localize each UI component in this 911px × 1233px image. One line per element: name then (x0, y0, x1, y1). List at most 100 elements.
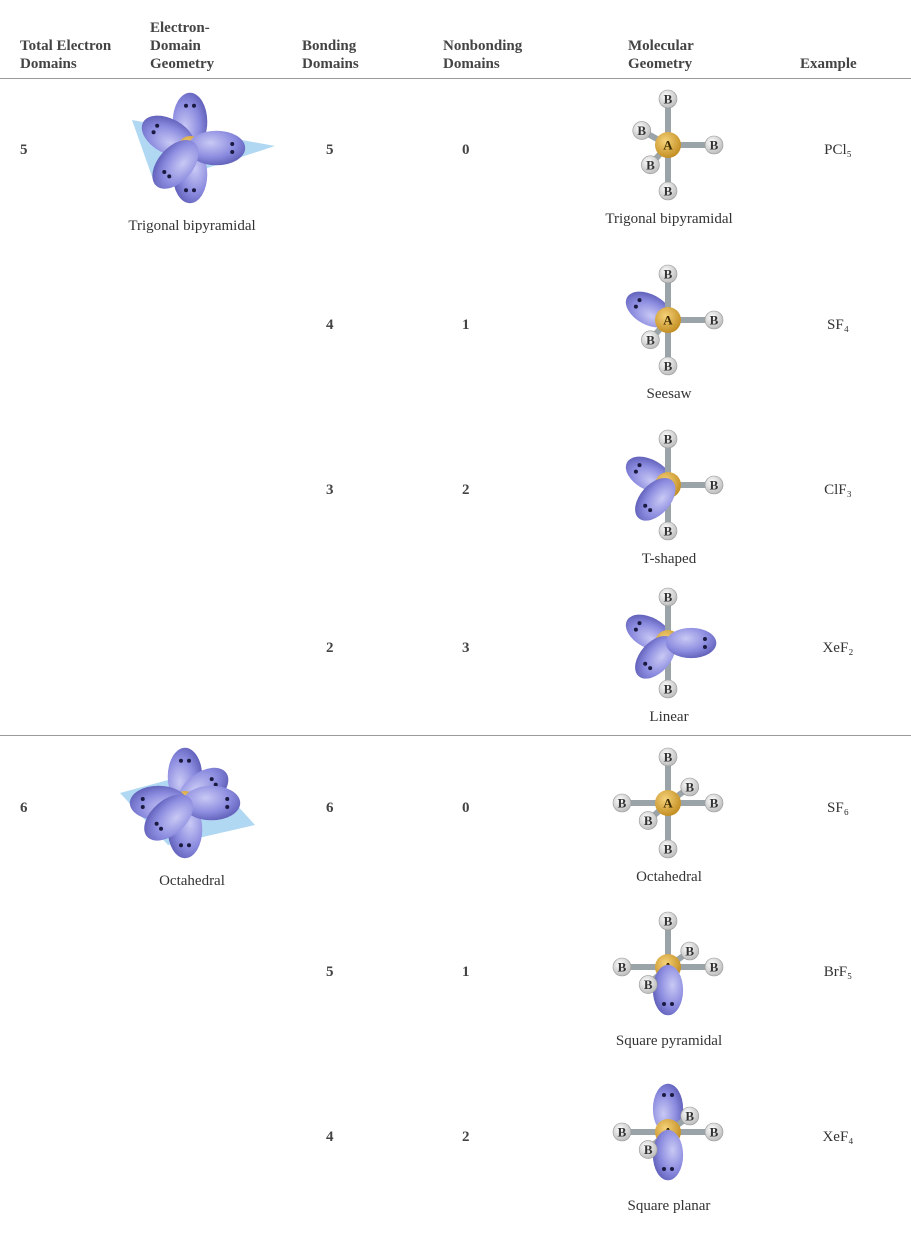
lone-pair-dot (225, 797, 230, 801)
lone-pair-dot (670, 1093, 674, 1098)
lone-pair-dot (184, 188, 188, 193)
ligand-atom (658, 911, 678, 931)
ligand-atom (641, 155, 660, 175)
atom-label: B (710, 313, 719, 328)
bonding-domains: 6 (326, 800, 334, 816)
lone-pair-dot (633, 627, 638, 632)
ligand-atom (658, 747, 678, 767)
atom-label: B (710, 796, 719, 811)
atom-label: B (664, 92, 673, 107)
lone-pair-dot (140, 805, 145, 809)
example: PCl₅ (824, 142, 852, 158)
column-header: Total Electron Domains (20, 38, 112, 72)
example: XeF₂ (822, 640, 854, 656)
molecular-geometry: Octahedral (636, 869, 702, 885)
example: XeF₄ (822, 1129, 854, 1145)
molecular-geometry: Square planar (627, 1198, 711, 1214)
atom-label: B (710, 478, 719, 493)
ligand-atom (638, 975, 658, 994)
ligand-atom (658, 181, 678, 201)
bonding-domains: 4 (326, 1129, 334, 1145)
lone-pair-dot (702, 645, 707, 649)
nonbonding-domains: 0 (462, 800, 470, 816)
ligand-atom (658, 521, 678, 541)
bonding-domains: 2 (326, 640, 334, 656)
group-rule (0, 735, 911, 736)
column-header: Bonding Domains (302, 38, 359, 72)
ligand-atom (704, 957, 724, 977)
central-atom (655, 790, 681, 816)
molecular-geometry: Linear (649, 709, 689, 725)
lone-pair-dot (213, 782, 218, 787)
total-domains: 5 (20, 142, 28, 158)
lone-pair-dot (637, 298, 642, 303)
atom-label: B (664, 914, 673, 929)
ligand-atom (638, 1140, 658, 1159)
lone-pair-dot (633, 469, 638, 474)
atom-label: B (644, 813, 653, 828)
lone-pair-dot (184, 103, 188, 108)
atom-label: B (664, 682, 673, 697)
lone-pair-dot (702, 637, 707, 641)
electron-lobe (635, 635, 676, 679)
lone-pair-dot (648, 666, 653, 671)
lone-pair-dot (155, 123, 160, 128)
electron-lobe (635, 477, 676, 521)
ligand-atom (658, 587, 678, 607)
header-rule (0, 78, 911, 79)
ligand-atom (704, 135, 724, 155)
atom-label: B (618, 960, 627, 975)
atom-label: B (685, 780, 694, 795)
atom-label: B (646, 157, 655, 172)
lone-pair-dot (225, 805, 230, 809)
lone-pair-dot (187, 758, 191, 763)
column-header: Electron-Domain Geometry (150, 20, 215, 72)
atom-label: B (685, 944, 694, 959)
ligand-atom (638, 811, 658, 830)
atom-label: B (664, 359, 673, 374)
lone-pair-dot (179, 843, 183, 848)
column-header: Nonbonding Domains (443, 38, 523, 72)
atom-label: B (664, 590, 673, 605)
example: SF₄ (827, 317, 849, 333)
lone-pair-dot (662, 1166, 666, 1171)
lone-pair-dot (670, 1166, 674, 1171)
electron-lobe (652, 964, 684, 1016)
ligand-atom (704, 475, 724, 495)
molecular-geometry: Square pyramidal (615, 1033, 723, 1049)
atom-label: B (646, 332, 655, 347)
lone-pair-dot (179, 758, 183, 763)
example: ClF₃ (824, 482, 852, 498)
lone-pair-dot (670, 1001, 674, 1006)
lone-pair-dot (154, 821, 159, 826)
lone-pair-dot (140, 797, 145, 801)
lone-pair-dot (187, 843, 191, 848)
lone-pair-dot (662, 1001, 666, 1006)
atom-label: B (664, 524, 673, 539)
lone-pair-dot (637, 463, 642, 468)
electron-lobe (652, 1129, 684, 1181)
central-atom (655, 307, 681, 333)
atom-label: B (664, 750, 673, 765)
ligand-atom (680, 941, 700, 961)
lone-pair-dot (643, 503, 648, 508)
ligand-atom (658, 89, 678, 109)
ligand-atom (658, 839, 678, 859)
column-header: Example (800, 56, 857, 72)
lone-pair-dot (159, 826, 164, 831)
nonbonding-domains: 1 (462, 964, 470, 980)
lone-pair-dot (167, 174, 172, 179)
lone-pair-dot (230, 142, 235, 146)
atom-label: B (618, 1125, 627, 1140)
atom-label: A (663, 138, 673, 153)
lone-pair-dot (662, 1093, 666, 1098)
electron-lobe (665, 627, 717, 659)
ligand-atom (658, 264, 678, 284)
atom-label: B (664, 184, 673, 199)
